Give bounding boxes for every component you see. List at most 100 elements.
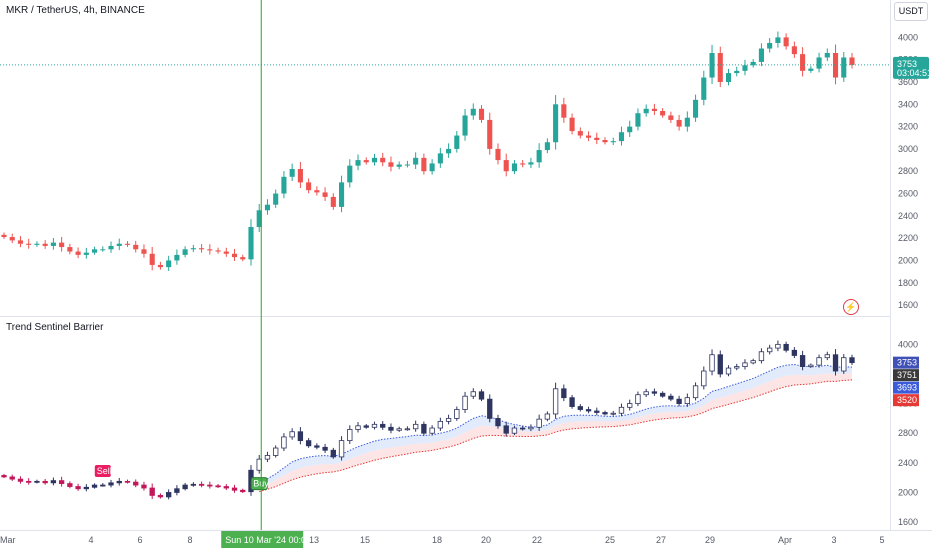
price-candle	[371, 157, 378, 163]
indicator-candle	[240, 489, 246, 493]
countdown-value: 03:04:51	[897, 68, 932, 78]
indicator-candle	[223, 486, 229, 489]
price-candle	[92, 249, 98, 253]
signal-label: Sell	[97, 466, 112, 476]
indicator-candle	[767, 347, 773, 353]
indicator-candle	[100, 484, 106, 487]
price-tick-label: 4000	[898, 32, 918, 42]
price-candle	[742, 65, 748, 71]
lower-band-line	[259, 379, 853, 493]
lightning-icon[interactable]: ⚡	[843, 299, 859, 315]
price-candle	[824, 53, 830, 58]
indicator-candle	[577, 406, 583, 410]
indicator-candle	[26, 480, 32, 483]
indicator-candle	[495, 418, 501, 427]
lower-band-fill	[259, 373, 853, 492]
price-candle	[421, 157, 427, 172]
time-tick-label: 6	[137, 535, 142, 545]
price-tick-label: 3000	[898, 144, 918, 154]
price-candle	[511, 163, 517, 172]
price-candle	[627, 126, 633, 133]
indicator-candle	[141, 484, 147, 489]
indicator-candle	[684, 397, 691, 405]
price-candle	[470, 108, 476, 116]
indicator-candle	[668, 395, 674, 400]
indicator-candle	[511, 427, 518, 434]
currency-button[interactable]: USDT	[894, 2, 928, 21]
price-pane[interactable]	[0, 31, 890, 271]
price-candle	[577, 131, 583, 136]
indicator-candle	[338, 440, 345, 458]
time-tick-label: 3	[831, 535, 836, 545]
indicator-candle	[190, 483, 197, 486]
time-tick-label: 25	[605, 535, 615, 545]
indicator-candle	[791, 349, 798, 356]
price-candle	[651, 108, 657, 111]
price-candle	[717, 53, 723, 82]
indicator-candle	[91, 484, 98, 488]
indicator-candle	[50, 480, 57, 484]
indicator-candle	[742, 362, 748, 367]
price-candle	[783, 37, 789, 47]
price-candle	[34, 243, 40, 245]
price-candle	[231, 253, 238, 258]
price-tick-label: 2800	[898, 166, 918, 176]
indicator-candle	[322, 446, 328, 451]
price-candle	[207, 249, 213, 251]
indicator-candle	[198, 483, 205, 486]
price-candle	[1, 234, 7, 238]
price-candle	[17, 240, 24, 244]
lower-band-tag	[893, 394, 919, 407]
indicator-candle	[528, 426, 534, 430]
price-candle	[478, 108, 485, 120]
time-axis: Mar 4 6 8 13 15 18 20 22 25 27 29 Apr 3 5	[0, 535, 885, 545]
indicator-candle	[396, 428, 402, 431]
price-candle	[248, 227, 254, 260]
indicator-candle	[470, 391, 476, 397]
price-tick-label: 1600	[898, 300, 918, 310]
price-candle	[355, 160, 361, 166]
indicator-candle	[824, 354, 830, 359]
indicator-price-tag-value: 3753	[897, 358, 917, 368]
price-candle	[676, 119, 682, 127]
indicator-candle	[561, 388, 567, 399]
price-candle	[561, 104, 567, 118]
price-candle	[297, 169, 303, 183]
price-candle	[339, 182, 345, 207]
price-candle	[643, 108, 649, 114]
indicator-pane[interactable]: SellBuy	[1, 340, 855, 500]
price-candle	[528, 162, 534, 165]
indicator-candle	[816, 357, 822, 366]
price-candle	[750, 61, 756, 66]
indicator-mid-tag	[893, 369, 919, 382]
price-candle	[190, 248, 196, 250]
price-candle	[273, 193, 279, 205]
indicator-candle	[429, 427, 435, 434]
price-candle	[800, 54, 806, 71]
indicator-candle	[305, 440, 312, 447]
price-candle	[281, 176, 287, 194]
indicator-candle	[388, 426, 394, 431]
price-tick-label: 3200	[898, 122, 918, 132]
indicator-candle	[536, 418, 542, 428]
indicator-candle	[404, 428, 411, 431]
price-candle	[775, 37, 781, 43]
price-tick-label: 2200	[898, 233, 918, 243]
price-candle	[734, 70, 740, 74]
indicator-tick-label: 1600	[898, 517, 918, 527]
price-candle	[215, 250, 221, 252]
indicator-candle	[594, 410, 600, 413]
time-tick-label: Mar	[0, 535, 16, 545]
indicator-candle	[17, 478, 24, 482]
price-tick-label: 3400	[898, 99, 918, 109]
indicator-candle	[849, 357, 855, 364]
indicator-candle	[750, 360, 756, 364]
upper-band-tag-value: 3693	[897, 383, 917, 393]
price-candle	[594, 137, 600, 140]
price-candle	[495, 148, 501, 161]
buy-signal	[250, 477, 268, 491]
price-candle	[462, 115, 468, 136]
indicator-candle	[149, 487, 155, 496]
indicator-candle	[174, 488, 180, 493]
